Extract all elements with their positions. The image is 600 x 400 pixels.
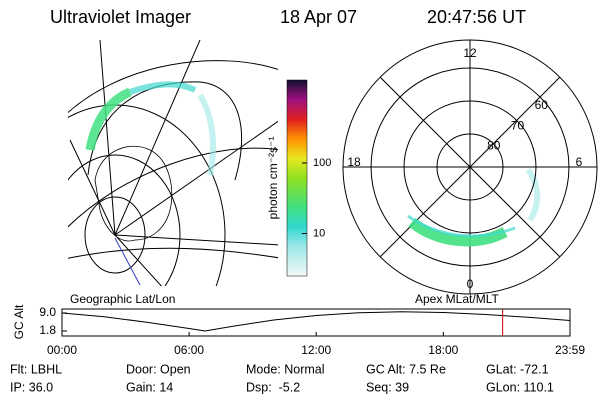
alt-line [61,311,571,332]
footer-field: Dsp: -5.2 [246,380,300,394]
footer-field: IP: 36.0 [10,380,53,394]
lat-ring [436,133,504,201]
lat-ring [370,67,570,267]
y-axis-label: GC Alt [12,304,26,339]
x-tick-label: 18:00 [428,343,458,357]
alt-plot: 1.8 9.0 00:00 06:00 12:00 18:00 23:59 [39,305,585,357]
mlt-label: 6 [576,155,583,169]
footer: Flt: LBHL IP: 36.0 Door: Open Gain: 14 Mode:… [10,362,554,394]
geo-map [68,40,278,286]
x-tick-label: 06:00 [174,343,204,357]
footer-field: GLat: -72.1 [486,362,549,376]
x-tick-label: 00:00 [47,343,77,357]
time: 20:47:56 UT [427,7,526,27]
footer-field: Gain: 14 [126,380,173,394]
lat-ring [403,100,537,234]
lat-label: 60 [535,98,549,112]
footer-field: Mode: Normal [246,362,325,376]
mlt-label: 12 [463,46,477,60]
date: 18 Apr 07 [280,7,357,27]
x-tick-label: 23:59 [555,343,585,357]
lat-label: 70 [511,118,525,132]
colorbar-tick-label: 10 [313,227,325,239]
y-tick-label: 9.0 [39,305,56,319]
instrument: Ultraviolet Imager [50,7,191,27]
footer-field: Flt: LBHL [10,362,62,376]
polar-label: Apex MLat/MLT [415,292,499,306]
footer-field: Door: Open [126,362,191,376]
footer-field: GLon: 110.1 [486,380,554,394]
mlt-label: 0 [467,277,474,291]
y-tick-label: 1.8 [39,323,56,337]
colorbar-label: photon cm⁻²s⁻¹ [266,137,280,220]
footer-field: GC Alt: 7.5 Re [366,362,446,376]
map-label: Geographic Lat/Lon [70,292,175,306]
polar-plot [342,39,598,295]
colorbar [286,79,308,277]
mlt-label: 18 [347,155,361,169]
colorbar-tick-label: 100 [313,157,331,169]
x-tick-label: 12:00 [301,343,331,357]
footer-field: Seq: 39 [366,380,409,394]
lat-label: 80 [487,139,501,153]
alt-frame [61,308,571,337]
